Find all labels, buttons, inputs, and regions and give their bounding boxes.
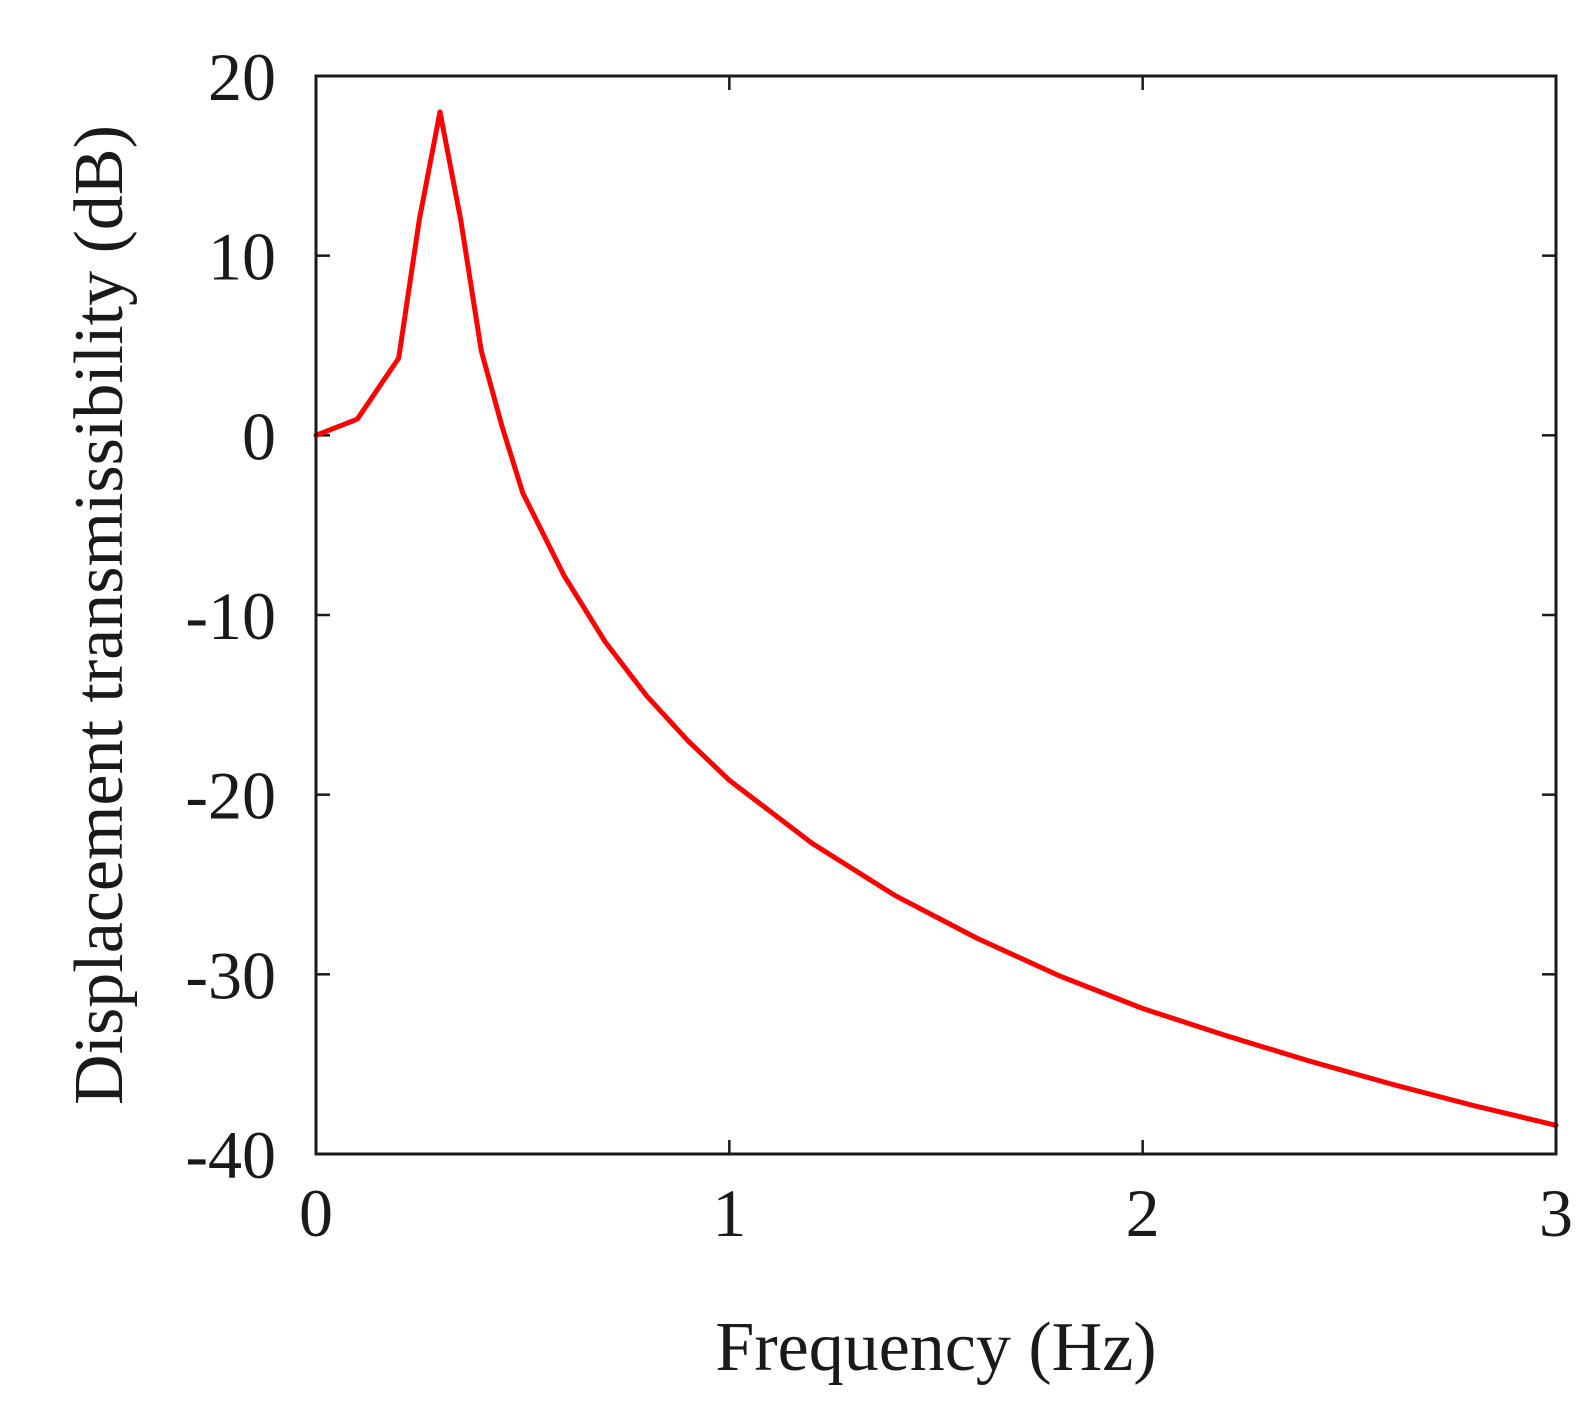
y-tick-label: -40 [185, 1117, 276, 1193]
y-tick-label: -30 [185, 937, 276, 1013]
x-tick-label: 0 [299, 1175, 333, 1251]
y-tick-label: 10 [208, 219, 276, 295]
x-tick-label: 3 [1539, 1175, 1573, 1251]
plot-frame [314, 74, 1558, 1156]
series-line-0 [313, 109, 1559, 1128]
y-tick-label: -10 [185, 578, 276, 654]
y-tick-label: 20 [208, 39, 276, 115]
y-axis-label: Displacement transmissibility (dB) [61, 125, 138, 1105]
y-tick-label: -20 [185, 758, 276, 834]
x-axis-label: Frequency (Hz) [715, 1309, 1156, 1386]
x-tick-label: 2 [1126, 1175, 1160, 1251]
series-layer [313, 109, 1559, 1128]
y-tick-label: 0 [242, 398, 276, 474]
tick-labels: 0 1 2 3 20 10 0 -10 -20 -30 -40 [185, 39, 1573, 1251]
x-tick-label: 1 [712, 1175, 746, 1251]
